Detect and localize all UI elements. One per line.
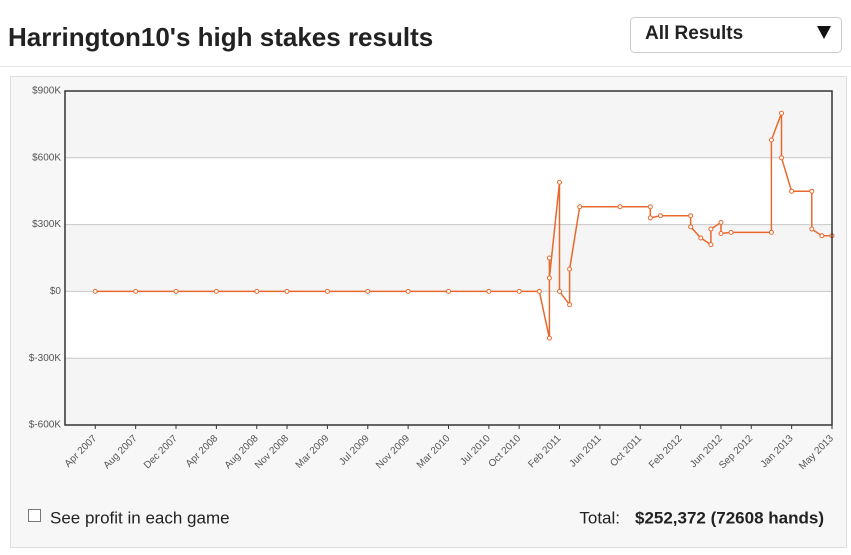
point-marker — [546, 255, 552, 261]
point-marker — [768, 229, 774, 235]
grid-band — [65, 358, 832, 425]
point-marker — [546, 275, 552, 281]
point-marker — [768, 137, 774, 143]
y-tick-label: $-600K — [29, 420, 62, 431]
dropdown[interactable]: All Results — [630, 17, 842, 53]
point-marker — [688, 213, 694, 219]
point-marker — [779, 110, 785, 116]
checkbox[interactable] — [28, 509, 41, 522]
point-marker — [728, 229, 734, 235]
point-marker — [647, 204, 653, 210]
total-label: Total: — [579, 508, 620, 527]
point-marker — [567, 302, 573, 308]
y-tick-label: $-300K — [29, 353, 62, 364]
total-value: $252,372 (72608 hands) — [635, 508, 824, 527]
grid-band — [65, 91, 832, 158]
point-marker — [557, 179, 563, 185]
point-marker — [567, 266, 573, 272]
point-marker — [657, 213, 663, 219]
point-marker — [708, 242, 714, 248]
point-marker — [133, 288, 139, 294]
y-tick-label: $600K — [32, 152, 61, 163]
checkbox-label[interactable]: See profit in each game — [50, 508, 230, 527]
y-tick-label: $0 — [50, 286, 62, 297]
page-title: Harrington10's high stakes results — [8, 22, 433, 52]
point-marker — [688, 224, 694, 230]
point-marker — [708, 226, 714, 232]
point-marker — [789, 188, 795, 194]
point-marker — [213, 288, 219, 294]
point-marker — [284, 288, 290, 294]
point-marker — [647, 215, 653, 221]
point-marker — [819, 233, 825, 239]
point-marker — [405, 288, 411, 294]
point-marker — [446, 288, 451, 294]
point-marker — [617, 204, 623, 210]
dropdown-arrow[interactable] — [817, 26, 831, 39]
point-marker — [254, 288, 260, 294]
point-marker — [718, 231, 724, 237]
point-marker — [718, 219, 724, 225]
point-marker — [516, 288, 522, 294]
point-marker — [486, 288, 492, 294]
point-marker — [698, 235, 704, 241]
dropdown-box[interactable] — [630, 17, 842, 53]
series-line — [95, 113, 832, 339]
y-tick-label: $300K — [32, 219, 61, 230]
point-marker — [324, 288, 330, 294]
point-marker — [546, 335, 552, 341]
point-marker — [557, 288, 563, 294]
point-marker — [577, 204, 583, 210]
point-marker — [536, 288, 542, 294]
point-marker — [809, 226, 815, 232]
point-marker — [365, 288, 371, 294]
point-marker — [173, 288, 179, 294]
point-marker — [779, 155, 785, 161]
y-tick-label: $900K — [32, 86, 61, 97]
point-marker — [92, 288, 98, 294]
point-marker — [809, 188, 815, 194]
dropdown-value[interactable]: All Results — [645, 23, 743, 44]
grid-band — [65, 224, 832, 292]
